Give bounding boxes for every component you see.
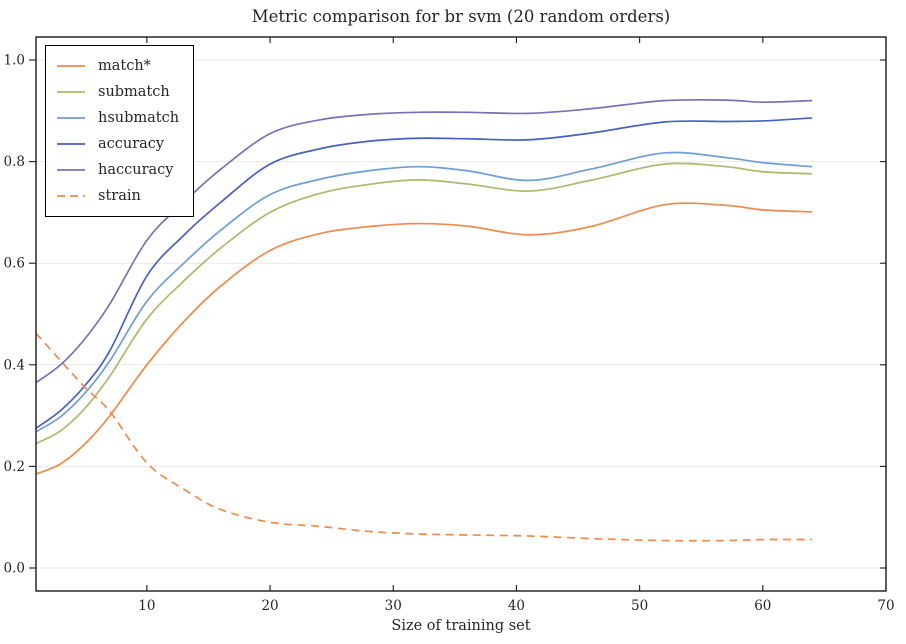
- legend-line-swatch: [57, 195, 85, 197]
- axis-ticks: [29, 37, 887, 591]
- legend-line-swatch: [57, 65, 85, 67]
- y-tick-label-0.2: 0.2: [4, 459, 25, 475]
- series-line-match: [35, 202, 813, 475]
- x-tick-label-70: 70: [877, 598, 894, 614]
- x-axis-label: Size of training set: [391, 618, 530, 634]
- legend-line-swatch: [57, 143, 85, 145]
- legend-label: haccuracy: [98, 162, 174, 178]
- axes-spines: [35, 36, 887, 592]
- series-line-haccuracy: [35, 98, 813, 384]
- series-line-submatch: [35, 162, 813, 445]
- legend-line-swatch: [57, 117, 85, 119]
- legend-item-hsubmatch: hsubmatch: [56, 107, 179, 129]
- x-tick-label-50: 50: [631, 598, 648, 614]
- y-tick-label-0.8: 0.8: [4, 154, 25, 170]
- series-line-strain: [35, 332, 813, 542]
- legend-item-accuracy: accuracy: [56, 133, 179, 155]
- y-tick-label-0.6: 0.6: [4, 256, 25, 272]
- x-tick-label-30: 30: [385, 598, 402, 614]
- y-tick-label-1.0: 1.0: [4, 53, 25, 69]
- legend: match* submatch hsubmatch accuracy haccuracy…: [45, 45, 195, 217]
- legend-label: strain: [98, 188, 141, 204]
- tick-labels: 10 20 30 40 50 60 70 0.0 0.2 0.4 0.6 0.8 1.0: [4, 53, 895, 615]
- x-tick-label-10: 10: [138, 598, 155, 614]
- x-tick-label-60: 60: [754, 598, 771, 614]
- x-tick-label-40: 40: [508, 598, 525, 614]
- legend-item-match: match*: [56, 55, 179, 77]
- series-lines: [35, 98, 813, 542]
- legend-item-strain: strain: [56, 185, 179, 207]
- series-line-accuracy: [35, 117, 813, 429]
- legend-item-submatch: submatch: [56, 81, 179, 103]
- legend-label: hsubmatch: [98, 110, 180, 126]
- legend-label: match*: [98, 58, 151, 74]
- x-tick-label-20: 20: [261, 598, 278, 614]
- y-tick-label-0.4: 0.4: [4, 357, 25, 373]
- legend-label: accuracy: [98, 136, 165, 152]
- y-tick-label-0.0: 0.0: [4, 561, 25, 577]
- legend-line-swatch: [57, 169, 85, 171]
- legend-item-haccuracy: haccuracy: [56, 159, 179, 181]
- legend-line-swatch: [57, 91, 85, 93]
- legend-label: submatch: [98, 84, 170, 100]
- chart-title: Metric comparison for br svm (20 random …: [252, 7, 671, 26]
- series-line-hsubmatch: [35, 151, 813, 433]
